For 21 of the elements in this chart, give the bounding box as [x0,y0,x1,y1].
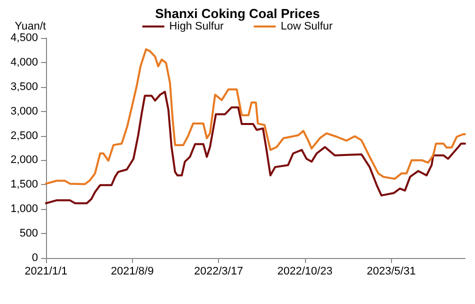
line-series [45,48,466,186]
x-tick-label: 2023/5/31 [366,266,416,278]
x-tick-label: 2021/8/9 [110,266,154,278]
legend-label: High Sulfur [169,20,224,32]
y-tick-label: 4,000 [10,56,38,68]
x-tick-label: 2022/10/23 [277,266,332,278]
y-tick-label: 3,000 [10,105,38,118]
y-tick-label: 2,000 [10,154,38,166]
chart-title: Shanxi Coking Coal Prices [155,6,320,21]
legend-label: Low Sulfur [280,20,334,32]
y-tick-label: 500 [20,228,38,240]
y-tick-label: 1,000 [10,203,38,216]
y-axis-title: Yuan/t [14,20,46,32]
x-tick-label: 2022/3/17 [194,266,244,278]
x-tick-label: 2021/1/1 [24,266,68,278]
y-tick-label: 0 [32,252,38,264]
y-tick-label: 4,500 [10,32,38,44]
y-tick-label: 3,500 [10,80,38,93]
line-series [45,90,466,204]
y-tick-label: 1,500 [10,178,38,191]
y-tick-label: 2,500 [10,130,38,142]
